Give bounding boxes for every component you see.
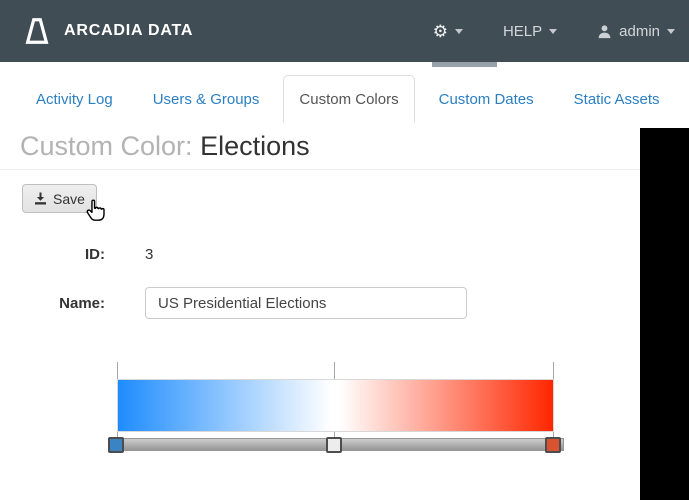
tab-activity-log[interactable]: Activity Log [36,90,113,108]
color-scale-editor [108,358,564,458]
tab-custom-dates[interactable]: Custom Dates [438,90,534,108]
help-dropdown[interactable]: HELP [502,22,558,40]
username-label: admin [619,22,660,40]
id-field-row: ID: 3 [0,246,153,264]
settings-dropdown[interactable]: ⚙ [433,23,463,40]
arcadia-triangle-icon [25,18,49,44]
cropped-black-region [640,128,689,500]
person-icon [598,24,611,38]
page-title: Custom Color: Elections [20,131,310,162]
caret-down-icon [454,28,463,34]
page-title-prefix: Custom Color: [20,131,193,161]
settings-active-indicator [432,62,497,67]
gear-icon: ⚙ [432,21,448,41]
caret-down-icon [549,28,558,34]
app-header: ARCADIA DATA ⚙ HELP admin [0,0,689,62]
page-title-value: Elections [200,131,310,161]
gradient-handle-end[interactable] [545,437,561,453]
name-label: Name: [59,294,105,312]
title-divider [0,169,640,170]
name-input[interactable] [145,287,467,319]
help-label: HELP [502,22,543,40]
id-value: 3 [145,246,154,263]
tab-custom-colors[interactable]: Custom Colors [283,75,415,123]
tab-bar: Activity Log Users & Groups Custom Color… [20,75,684,123]
tab-static-assets[interactable]: Static Assets [573,90,660,108]
gradient-preview-bar [117,379,554,432]
brand-name: ARCADIA DATA [64,22,194,39]
gradient-handle-middle[interactable] [326,437,342,453]
gradient-handle-start[interactable] [108,437,124,453]
user-dropdown[interactable]: admin [597,23,675,40]
name-field-row: Name: [0,287,467,319]
tab-users-groups[interactable]: Users & Groups [152,90,260,108]
save-button[interactable]: Save [22,184,97,213]
download-icon [35,192,46,205]
caret-down-icon [667,28,675,34]
id-label: ID: [85,246,105,263]
save-button-label: Save [53,190,85,207]
brand-logo[interactable]: ARCADIA DATA [22,16,193,46]
